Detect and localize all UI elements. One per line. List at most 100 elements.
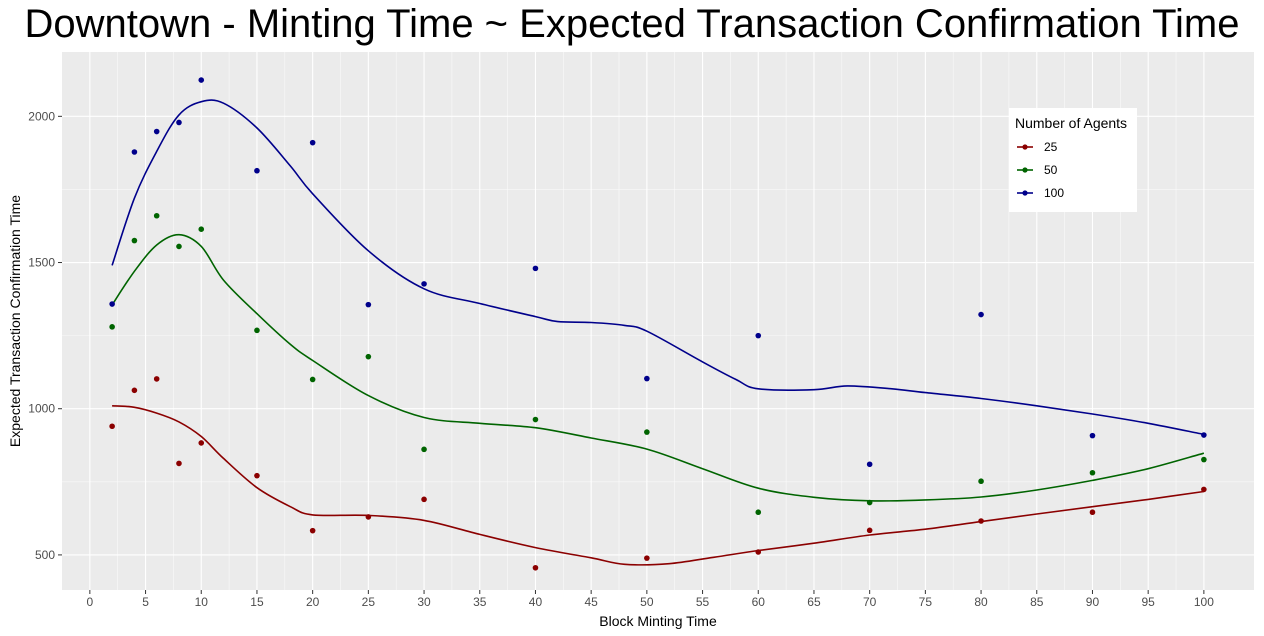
- data-point-50: [176, 243, 182, 250]
- y-tick-label: 1000: [28, 402, 55, 416]
- x-tick-label: 85: [1030, 595, 1044, 609]
- data-point-100: [153, 128, 160, 135]
- x-tick-label: 40: [529, 595, 543, 609]
- data-point-25: [309, 527, 316, 534]
- data-point-25: [1089, 509, 1096, 516]
- data-point-50: [153, 212, 160, 219]
- data-point-25: [131, 387, 138, 394]
- data-point-50: [109, 324, 115, 330]
- legend-items: 25 50 100: [1017, 140, 1064, 200]
- legend-item-50: 50: [1017, 163, 1058, 177]
- data-point-50: [1089, 469, 1096, 476]
- chart-title: Downtown - Minting Time ~ Expected Trans…: [24, 2, 1240, 46]
- y-tick-label: 1500: [28, 256, 55, 270]
- data-point-100: [131, 149, 138, 155]
- legend-box: [1009, 108, 1137, 212]
- data-point-50: [254, 327, 260, 334]
- series-50: [109, 212, 1207, 516]
- data-point-25: [644, 555, 650, 561]
- data-point-50: [1201, 456, 1207, 463]
- x-tick-label: 30: [417, 595, 431, 609]
- legend-key-point: [1022, 144, 1028, 150]
- data-point-50: [755, 509, 762, 516]
- legend-key-point: [1022, 167, 1028, 173]
- legend-title: Number of Agents: [1015, 115, 1127, 131]
- data-point-25: [421, 496, 427, 503]
- data-point-100: [309, 139, 316, 146]
- x-tick-label: 45: [584, 595, 598, 609]
- data-point-50: [532, 416, 539, 423]
- minor-gridlines: [62, 52, 1254, 590]
- data-point-25: [1201, 486, 1207, 493]
- axis-ticks: [58, 115, 1205, 594]
- data-point-50: [866, 499, 873, 506]
- x-tick-label: 35: [473, 595, 487, 609]
- data-point-50: [365, 353, 372, 360]
- x-tick-label: 55: [696, 595, 710, 609]
- x-tick-label: 75: [919, 595, 933, 609]
- series-line-50: [111, 233, 1205, 502]
- data-point-25: [153, 376, 160, 382]
- data-point-100: [176, 119, 182, 126]
- data-point-25: [365, 514, 372, 520]
- data-point-50: [644, 429, 650, 435]
- data-point-25: [198, 440, 205, 446]
- data-point-25: [254, 472, 260, 479]
- data-point-100: [644, 375, 650, 382]
- y-tick-labels: 500 1000 1500 2000: [28, 109, 55, 562]
- data-point-50: [198, 226, 205, 232]
- legend-item-25: 25: [1017, 140, 1058, 154]
- legend-label: 100: [1044, 186, 1064, 200]
- series-100: [109, 77, 1207, 468]
- data-point-100: [866, 461, 873, 468]
- data-point-100: [532, 265, 539, 272]
- x-tick-label: 100: [1194, 595, 1214, 609]
- data-point-25: [755, 549, 762, 555]
- x-tick-label: 65: [807, 595, 821, 609]
- series-line-25: [112, 405, 1205, 566]
- data-point-100: [421, 281, 427, 287]
- data-point-25: [532, 564, 539, 571]
- legend-key-point: [1022, 190, 1028, 196]
- data-point-25: [176, 460, 182, 467]
- x-tick-label: 0: [87, 595, 94, 609]
- x-tick-label: 20: [306, 595, 320, 609]
- y-tick-label: 500: [35, 548, 55, 562]
- x-tick-label: 10: [195, 595, 209, 609]
- data-point-25: [978, 518, 984, 524]
- data-point-100: [254, 167, 260, 174]
- data-point-50: [421, 446, 427, 453]
- x-tick-label: 80: [974, 595, 988, 609]
- data-point-25: [866, 527, 873, 534]
- legend-label: 25: [1044, 140, 1058, 154]
- x-tick-label: 25: [362, 595, 376, 609]
- legend-item-100: 100: [1017, 186, 1064, 200]
- data-point-50: [978, 478, 984, 485]
- data-point-100: [109, 301, 115, 307]
- data-point-100: [198, 77, 205, 83]
- data-point-100: [1089, 432, 1096, 439]
- data-point-100: [978, 311, 984, 318]
- x-tick-label: 5: [142, 595, 149, 609]
- legend-label: 50: [1044, 163, 1058, 177]
- x-tick-label: 60: [752, 595, 766, 609]
- legend: Number of Agents 25 50 100: [1009, 108, 1137, 212]
- x-axis-title: Block Minting Time: [599, 613, 717, 629]
- data-point-50: [309, 376, 316, 383]
- series-25: [109, 376, 1207, 571]
- x-tick-label: 50: [640, 595, 654, 609]
- series-line-100: [111, 99, 1205, 436]
- y-axis-title: Expected Transaction Confirmation Time: [7, 195, 23, 447]
- series-layer: [109, 77, 1207, 571]
- x-tick-labels: 0 5 10 15 20 25 30 35 40 45 50 55 60 65 70 75 80 85 90 95 10…: [87, 595, 1215, 609]
- data-point-25: [109, 423, 115, 430]
- x-tick-label: 70: [863, 595, 877, 609]
- data-point-100: [1201, 432, 1207, 438]
- data-point-100: [365, 301, 372, 308]
- x-tick-label: 90: [1086, 595, 1100, 609]
- x-tick-label: 15: [250, 595, 264, 609]
- data-point-100: [755, 332, 762, 339]
- data-point-50: [131, 237, 138, 244]
- y-tick-label: 2000: [28, 109, 55, 123]
